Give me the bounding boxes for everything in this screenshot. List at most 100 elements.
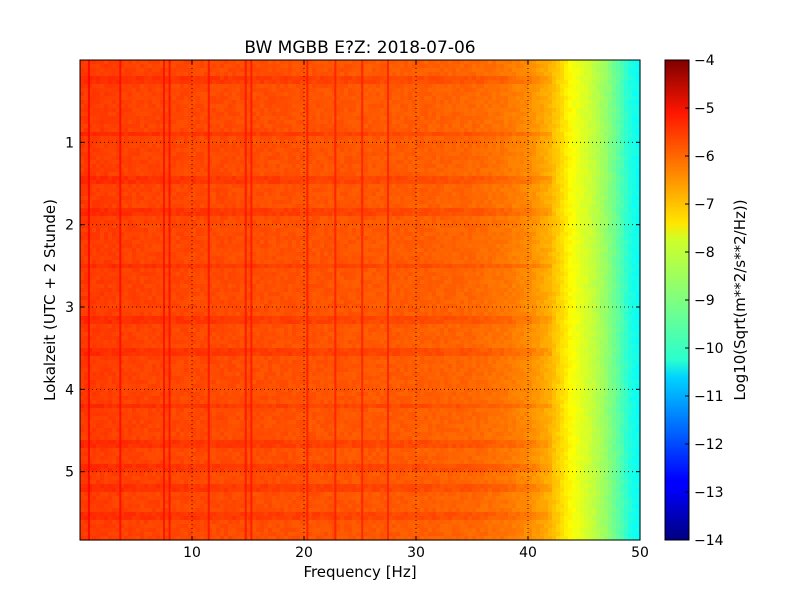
heatmap-cell (384, 84, 389, 89)
heatmap-cell (568, 128, 573, 133)
heatmap-cell (236, 192, 241, 197)
heatmap-cell (160, 152, 165, 157)
heatmap-cell (196, 196, 201, 201)
heatmap-cell (332, 176, 337, 181)
heatmap-cell (452, 192, 457, 197)
heatmap-cell (500, 148, 505, 153)
heatmap-cell (564, 76, 569, 81)
heatmap-cell (596, 160, 601, 165)
heatmap-cell (260, 188, 265, 193)
heatmap-cell (460, 200, 465, 205)
heatmap-cell (636, 132, 641, 137)
heatmap-cell (596, 196, 601, 201)
heatmap-cell (204, 120, 209, 125)
heatmap-cell (456, 184, 461, 189)
heatmap-cell (440, 128, 445, 133)
heatmap-cell (604, 164, 609, 169)
heatmap-cell (556, 112, 561, 117)
heatmap-cell (428, 136, 433, 141)
heatmap-cell (304, 144, 309, 149)
heatmap-cell (540, 192, 545, 197)
heatmap-cell (196, 168, 201, 173)
heatmap-cell (332, 144, 337, 149)
heatmap-cell (372, 96, 377, 101)
heatmap-cell (484, 100, 489, 105)
heatmap-cell (420, 196, 425, 201)
heatmap-cell (384, 136, 389, 141)
heatmap-cell (208, 200, 213, 205)
heatmap-cell (392, 76, 397, 81)
heatmap-cell (456, 160, 461, 165)
heatmap-cell (336, 84, 341, 89)
heatmap-cell (588, 196, 593, 201)
heatmap-cell (80, 152, 85, 157)
heatmap-cell (232, 108, 237, 113)
heatmap-cell (624, 76, 629, 81)
heatmap-cell (452, 64, 457, 69)
heatmap-cell (188, 200, 193, 205)
heatmap-cell (140, 88, 145, 93)
heatmap-cell (548, 152, 553, 157)
heatmap-cell (588, 180, 593, 185)
heatmap-cell (604, 156, 609, 161)
heatmap-cell (108, 144, 113, 149)
heatmap-cell (324, 144, 329, 149)
heatmap-cell (380, 192, 385, 197)
heatmap-cell (352, 144, 357, 149)
heatmap-cell (184, 172, 189, 177)
heatmap-cell (224, 152, 229, 157)
heatmap-cell (300, 88, 305, 93)
heatmap-cell (588, 88, 593, 93)
heatmap-cell (160, 92, 165, 97)
heatmap-cell (356, 184, 361, 189)
heatmap-cell (200, 88, 205, 93)
heatmap-cell (388, 148, 393, 153)
heatmap-cell (528, 140, 533, 145)
heatmap-cell (364, 196, 369, 201)
heatmap-cell (536, 140, 541, 145)
heatmap-cell (340, 60, 345, 65)
heatmap-cell (256, 64, 261, 69)
heatmap-cell (612, 188, 617, 193)
heatmap-cell (220, 116, 225, 121)
heatmap-cell (108, 168, 113, 173)
heatmap-cell (420, 76, 425, 81)
heatmap-cell (300, 160, 305, 165)
heatmap-cell (320, 140, 325, 145)
heatmap-cell (280, 96, 285, 101)
heatmap-cell (220, 76, 225, 81)
heatmap-cell (240, 180, 245, 185)
heatmap-cell (212, 64, 217, 69)
heatmap-cell (600, 148, 605, 153)
heatmap-cell (532, 96, 537, 101)
heatmap-cell (180, 64, 185, 69)
heatmap-cell (540, 80, 545, 85)
heatmap-cell (336, 116, 341, 121)
heatmap-cell (508, 176, 513, 181)
heatmap-cell (276, 200, 281, 205)
heatmap-cell (408, 132, 413, 137)
heatmap-cell (484, 124, 489, 129)
heatmap-cell (368, 176, 373, 181)
heatmap-cell (344, 180, 349, 185)
heatmap-cell (568, 112, 573, 117)
heatmap-cell (172, 80, 177, 85)
heatmap-cell (156, 64, 161, 69)
heatmap-cell (540, 112, 545, 117)
heatmap-cell (88, 180, 93, 185)
heatmap-cell (480, 88, 485, 93)
heatmap-cell (108, 188, 113, 193)
heatmap-cell (492, 112, 497, 117)
heatmap-cell (160, 84, 165, 89)
heatmap-cell (500, 108, 505, 113)
heatmap-cell (328, 136, 333, 141)
heatmap-cell (572, 132, 577, 137)
heatmap-cell (568, 132, 573, 137)
heatmap-cell (88, 60, 93, 65)
heatmap-cell (124, 152, 129, 157)
heatmap-cell (320, 128, 325, 133)
heatmap-cell (88, 76, 93, 81)
heatmap-cell (532, 160, 537, 165)
heatmap-cell (112, 112, 117, 117)
heatmap-cell (268, 168, 273, 173)
